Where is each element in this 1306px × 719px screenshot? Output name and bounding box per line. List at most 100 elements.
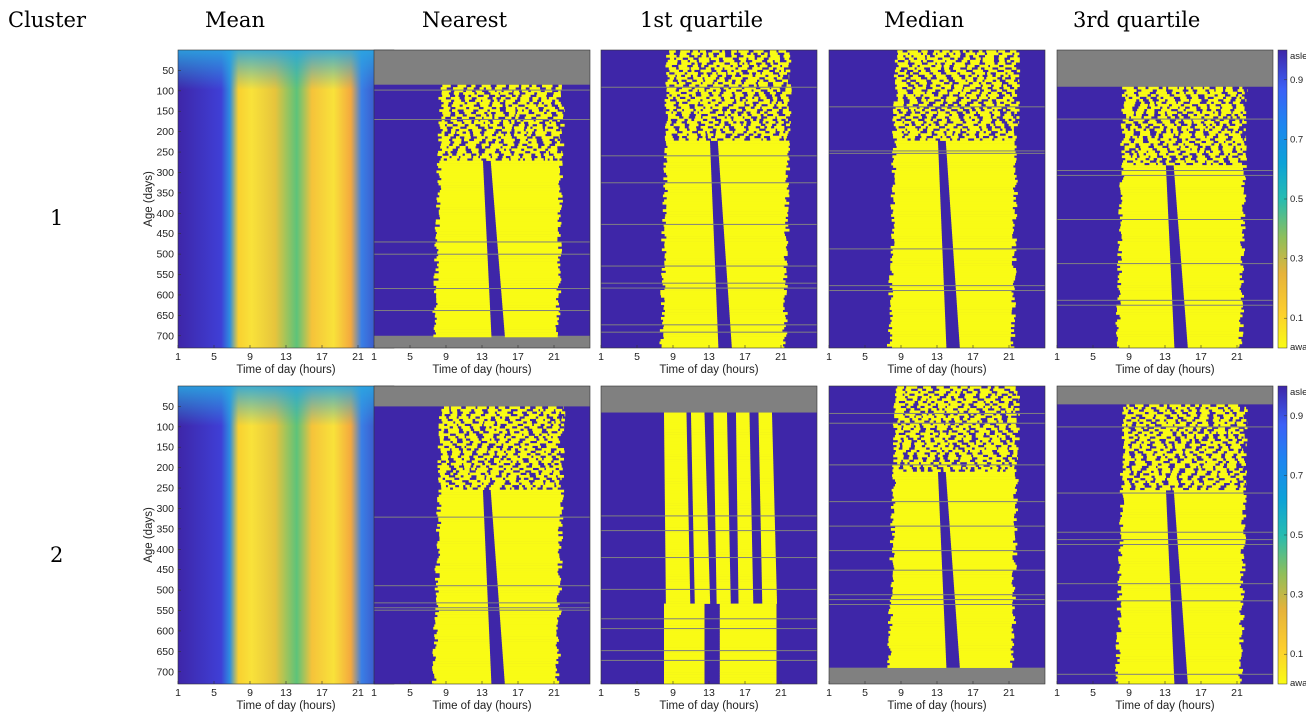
awake-segment <box>555 482 559 486</box>
awake-segment <box>939 434 951 438</box>
awake-segment <box>745 96 753 100</box>
awake-segment <box>544 89 553 93</box>
awake-segment <box>954 422 959 426</box>
awake-segment <box>667 160 711 163</box>
awake-segment <box>518 448 525 451</box>
awake-segment <box>911 111 915 114</box>
awake-segment <box>1230 160 1238 163</box>
awake-segment <box>737 539 753 543</box>
awake-segment <box>892 572 943 575</box>
awake-segment <box>1139 436 1150 439</box>
awake-segment <box>665 165 711 168</box>
awake-segment <box>1178 223 1241 227</box>
awake-segment <box>662 321 718 325</box>
awake-segment <box>1124 480 1130 484</box>
awake-segment <box>952 231 1014 234</box>
awake-segment <box>1179 135 1191 139</box>
awake-segment <box>763 118 773 122</box>
awake-segment <box>963 437 972 441</box>
awake-segment <box>890 523 941 526</box>
awake-segment <box>896 390 906 394</box>
awake-segment <box>1228 404 1239 408</box>
awake-segment <box>507 131 510 134</box>
awake-segment <box>767 125 772 129</box>
awake-segment <box>762 598 777 602</box>
awake-segment <box>497 450 504 454</box>
awake-segment <box>978 50 983 53</box>
awake-segment <box>894 555 942 558</box>
awake-segment <box>787 128 791 132</box>
awake-segment <box>950 532 1015 536</box>
awake-segment <box>725 255 784 259</box>
awake-segment <box>1238 113 1243 117</box>
awake-segment <box>553 465 562 468</box>
awake-segment <box>719 170 786 173</box>
awake-segment <box>952 138 958 141</box>
awake-segment <box>1118 641 1173 645</box>
awake-segment <box>439 526 485 530</box>
awake-segment <box>1170 472 1178 476</box>
awake-segment <box>438 253 488 257</box>
awake-segment <box>714 471 729 475</box>
awake-segment <box>1188 89 1193 92</box>
awake-segment <box>970 417 981 421</box>
awake-segment <box>917 388 923 392</box>
missing-row <box>829 603 1045 605</box>
awake-segment <box>548 96 557 100</box>
missing-row <box>829 248 1045 250</box>
y-tick-label: 150 <box>156 442 174 454</box>
awake-segment <box>688 57 694 61</box>
awake-segment <box>920 125 926 129</box>
awake-segment <box>941 398 952 401</box>
missing-row <box>1057 118 1273 120</box>
awake-segment <box>710 101 719 105</box>
awake-segment <box>951 545 1016 548</box>
awake-segment <box>483 133 493 137</box>
awake-segment <box>1190 98 1202 102</box>
awake-segment <box>738 569 753 573</box>
missing-row <box>829 106 1045 108</box>
awake-segment <box>952 236 1013 239</box>
awake-segment <box>719 630 777 634</box>
awake-segment <box>735 96 740 100</box>
awake-segment <box>748 57 755 61</box>
awake-segment <box>889 540 941 544</box>
awake-segment <box>1164 453 1176 457</box>
awake-segment <box>719 681 777 684</box>
awake-segment <box>453 470 456 473</box>
awake-segment <box>665 569 690 573</box>
awake-segment <box>509 479 516 483</box>
awake-segment <box>493 460 499 464</box>
awake-segment <box>892 550 942 553</box>
awake-segment <box>719 650 777 653</box>
awake-segment <box>478 109 488 112</box>
x-tick-label: 9 <box>670 351 676 363</box>
awake-segment <box>773 98 778 102</box>
awake-segment <box>771 101 776 105</box>
awake-segment <box>1208 98 1219 102</box>
y-axis-label: Age (days) <box>143 171 155 227</box>
awake-segment <box>681 62 692 65</box>
awake-segment <box>958 329 1015 332</box>
x-tick-label: 21 <box>548 687 560 699</box>
x-tick-label: 17 <box>967 351 979 363</box>
awake-segment <box>728 79 733 83</box>
awake-segment <box>1231 113 1235 117</box>
awake-segment <box>916 452 925 455</box>
awake-segment <box>1117 676 1175 679</box>
awake-segment <box>1115 654 1174 657</box>
awake-segment <box>494 541 559 544</box>
awake-segment <box>960 138 969 141</box>
awake-segment <box>897 96 903 100</box>
awake-segment <box>957 314 1016 318</box>
awake-segment <box>925 444 934 448</box>
awake-segment <box>499 263 561 267</box>
awake-segment <box>753 133 758 137</box>
awake-segment <box>719 669 777 673</box>
x-tick-label: 13 <box>1159 351 1171 363</box>
awake-segment <box>504 484 513 488</box>
awake-segment <box>903 466 912 470</box>
awake-segment <box>994 113 1001 117</box>
awake-segment <box>955 603 1013 607</box>
awake-segment <box>1118 245 1170 249</box>
